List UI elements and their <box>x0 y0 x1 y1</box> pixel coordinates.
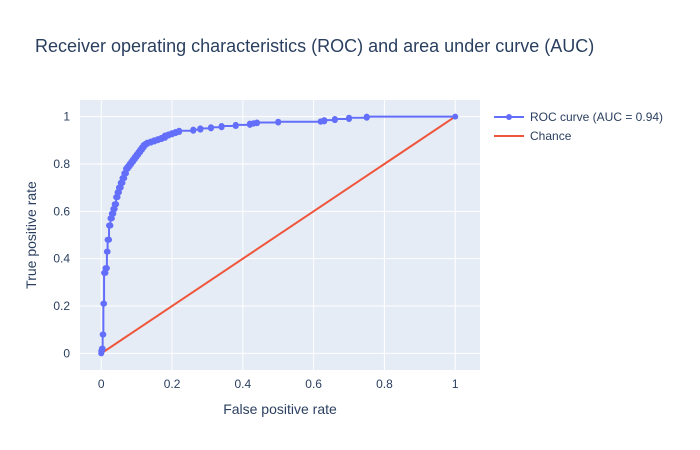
data-point[interactable] <box>363 113 370 120</box>
legend-item-chance[interactable]: Chance <box>494 129 572 143</box>
data-point[interactable] <box>207 124 214 131</box>
data-point[interactable] <box>111 205 118 212</box>
data-point[interactable] <box>104 248 111 255</box>
data-point[interactable] <box>197 125 204 132</box>
data-point[interactable] <box>123 170 130 177</box>
y-tick-labels: 0 0.2 0.4 0.6 0.8 1 <box>53 110 70 361</box>
x-tick-label: 0.6 <box>305 377 322 391</box>
data-point[interactable] <box>121 175 128 182</box>
data-point[interactable] <box>110 210 117 217</box>
data-point[interactable] <box>176 127 183 134</box>
y-tick-label: 0.2 <box>53 299 70 313</box>
y-tick-label: 0 <box>63 346 70 360</box>
x-tick-label: 0.8 <box>376 377 393 391</box>
data-point[interactable] <box>232 121 239 128</box>
data-point[interactable] <box>103 265 110 272</box>
series-layer <box>98 113 459 357</box>
data-point[interactable] <box>114 194 121 201</box>
data-point[interactable] <box>115 189 122 196</box>
data-point[interactable] <box>107 222 114 229</box>
x-tick-label: 0.2 <box>164 377 181 391</box>
data-point[interactable] <box>452 113 459 120</box>
data-point[interactable] <box>101 300 108 307</box>
data-point[interactable] <box>346 114 353 121</box>
y-tick-label: 1 <box>63 110 70 124</box>
legend-label: Chance <box>530 129 572 143</box>
legend[interactable]: ROC curve (AUC = 0.94) Chance <box>494 110 663 143</box>
data-point[interactable] <box>108 215 115 222</box>
y-tick-label: 0.8 <box>53 157 70 171</box>
data-point[interactable] <box>113 201 120 208</box>
legend-item-roc-curve-auc-0-94[interactable]: ROC curve (AUC = 0.94) <box>494 110 663 124</box>
data-point[interactable] <box>117 184 124 191</box>
y-gridlines <box>80 116 480 354</box>
chart-title: Receiver operating characteristics (ROC)… <box>35 36 594 56</box>
series-line[interactable] <box>100 115 456 355</box>
data-point[interactable] <box>253 119 260 126</box>
legend-label: ROC curve (AUC = 0.94) <box>530 110 663 124</box>
x-axis-title: False positive rate <box>223 401 337 417</box>
plot-area <box>80 100 480 370</box>
data-point[interactable] <box>275 118 282 125</box>
x-gridlines <box>100 100 456 370</box>
x-tick-label: 0 <box>98 377 105 391</box>
data-point[interactable] <box>321 117 328 124</box>
y-axis-title: True positive rate <box>23 181 39 289</box>
data-point[interactable] <box>100 331 107 338</box>
legend-marker <box>506 114 512 120</box>
data-point[interactable] <box>331 115 338 122</box>
x-tick-label: 0.4 <box>234 377 251 391</box>
x-tick-labels: 0 0.2 0.4 0.6 0.8 1 <box>98 377 459 391</box>
data-point[interactable] <box>218 123 225 130</box>
series-chance <box>100 115 456 355</box>
data-point[interactable] <box>190 126 197 133</box>
x-tick-label: 1 <box>452 377 459 391</box>
y-tick-label: 0.6 <box>53 204 70 218</box>
data-point[interactable] <box>119 179 126 186</box>
y-tick-label: 0.4 <box>53 252 70 266</box>
data-point[interactable] <box>106 236 113 243</box>
data-point[interactable] <box>99 345 106 352</box>
data-point[interactable] <box>102 269 109 276</box>
series-roc-curve-auc-0-94 <box>98 113 459 357</box>
